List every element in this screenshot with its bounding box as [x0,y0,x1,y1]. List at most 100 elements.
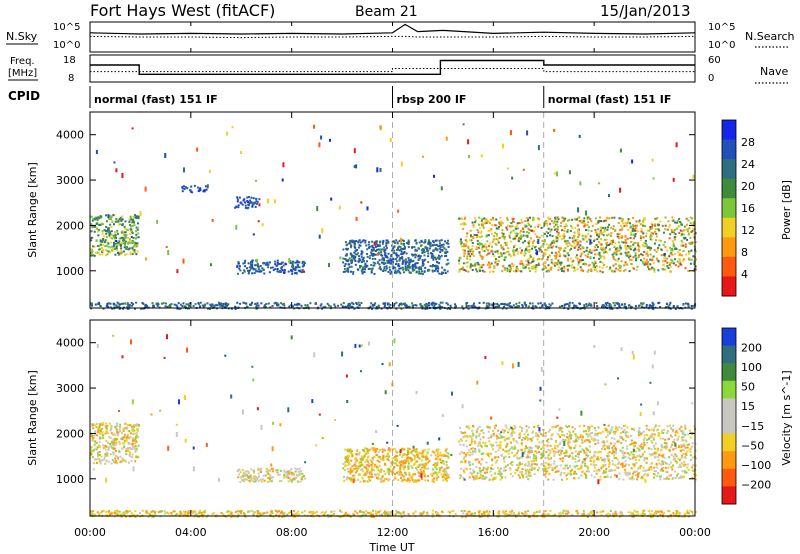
echo-pixel [560,221,563,224]
echo-pixel [644,242,647,245]
echo-pixel [605,246,608,249]
echo-pixel [574,304,577,307]
echo-pixel [369,472,371,475]
echo-pixel [633,241,636,244]
echo-pixel [541,268,544,271]
echo-pixel [248,266,251,269]
echo-pixel [297,269,300,272]
echo-pixel [121,457,124,460]
echo-pixel [677,477,680,480]
echo-pixel [681,436,684,439]
echo-pixel [122,438,125,441]
echo-pixel [521,262,524,265]
echo-pixel [406,458,409,461]
echo-pixel [622,241,625,244]
echo-pixel [392,457,395,460]
echo-pixel [271,266,274,269]
echo-pixel [643,217,646,219]
echo-pixel [384,473,387,476]
echo-pixel [109,302,112,305]
echo-pixel [482,263,485,266]
echo-pixel [290,471,293,474]
echo-pixel [160,302,163,305]
colorbar-swatch [722,237,736,258]
echo-pixel [268,271,271,274]
echo-pixel [661,224,664,227]
echo-pixel [344,258,347,260]
y-tick-label: 4000 [56,129,84,142]
echo-pixel [614,258,617,261]
echo-pixel [687,270,690,272]
echo-pixel [560,268,563,271]
echo-pixel [657,260,660,263]
echo-pixel [393,302,396,305]
echo-pixel [244,473,247,475]
echo-pixel [663,264,666,267]
echo-pixel [105,214,108,217]
echo-pixel [643,257,646,260]
echo-pixel [407,257,410,259]
echo-pixel [277,270,280,273]
echo-pixel [684,245,687,248]
echo-pixel [353,257,356,260]
echo-pixel [517,240,520,243]
echo-pixel [122,302,124,305]
echo-pixel [257,472,260,475]
echo-pixel [108,234,111,237]
echo-pixel [338,205,341,210]
echo-pixel [98,451,101,453]
echo-pixel [396,256,399,259]
echo-pixel [131,440,134,443]
echo-pixel [467,139,470,145]
echo-pixel [266,263,269,266]
echo-pixel [633,267,635,270]
echo-pixel [553,128,556,132]
echo-pixel [267,266,270,269]
echo-pixel [446,467,448,470]
echo-pixel [404,302,407,305]
echo-pixel [379,168,382,172]
echo-pixel [440,466,443,469]
echo-pixel [596,233,598,236]
echo-pixel [404,466,407,469]
echo-pixel [567,435,570,438]
echo-pixel [618,236,621,239]
echo-pixel [116,462,119,465]
echo-pixel [454,303,457,306]
echo-pixel [290,468,293,471]
echo-pixel [119,461,122,464]
echo-pixel [575,472,578,475]
echo-pixel [164,302,167,305]
echo-pixel [347,461,350,464]
echo-pixel [667,267,670,269]
echo-pixel [617,222,620,224]
echo-pixel [630,226,633,229]
echo-pixel [256,201,259,204]
echo-pixel [176,307,179,310]
echo-pixel [617,241,620,244]
echo-pixel [462,245,465,248]
echo-pixel [581,441,584,444]
echo-pixel [492,253,495,256]
echo-pixel [403,247,406,250]
echo-pixel [357,478,360,481]
echo-pixel [634,254,637,257]
echo-pixel [418,452,421,454]
echo-pixel [497,305,500,308]
echo-pixel [103,456,106,459]
echo-pixel [627,229,630,232]
echo-pixel [563,265,566,268]
echo-pixel [495,461,498,464]
echo-pixel [561,450,564,452]
echo-pixel [362,474,365,477]
echo-pixel [382,241,385,243]
echo-pixel [398,267,401,270]
echo-pixel [115,438,118,440]
echo-pixel [385,241,388,244]
echo-pixel [95,223,98,226]
echo-pixel [276,270,279,273]
echo-pixel [390,461,393,464]
echo-pixel [554,465,557,468]
echo-pixel [125,235,128,238]
